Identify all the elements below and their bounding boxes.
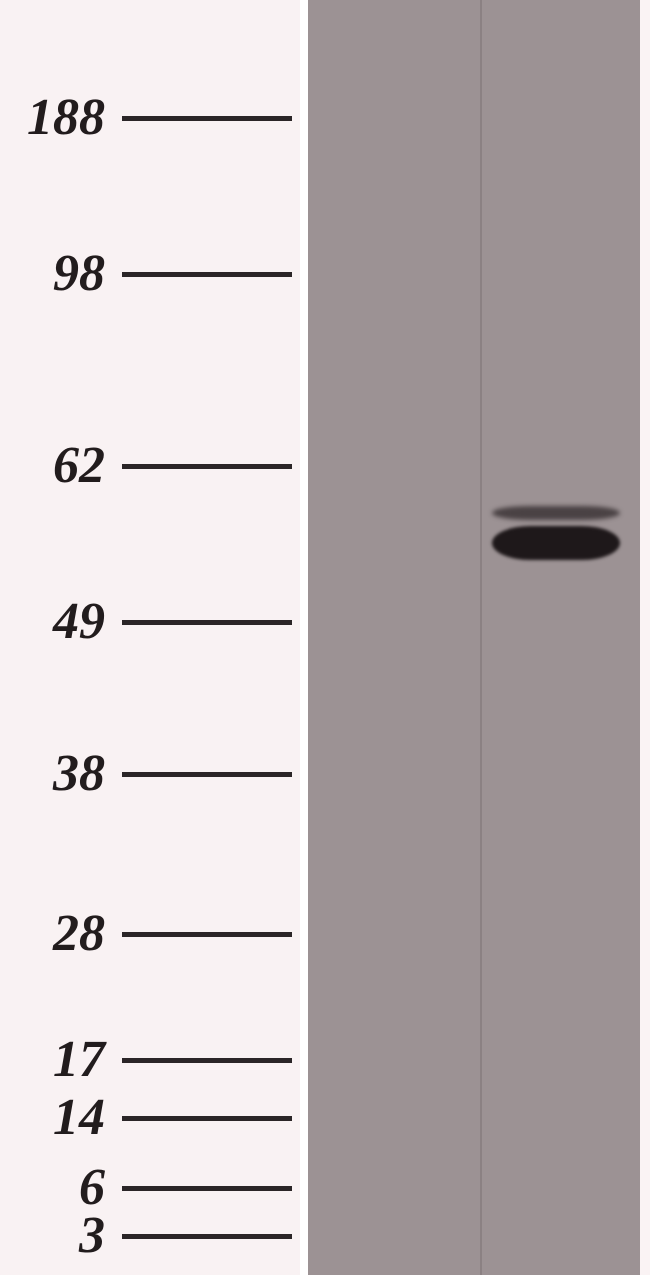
ladder-panel [0,0,300,1275]
marker-label-49: 49 [53,596,105,648]
marker-tick-17 [122,1058,292,1063]
marker-label-62: 62 [53,440,105,492]
protein-band-0 [492,526,620,560]
marker-tick-28 [122,932,292,937]
marker-label-14: 14 [53,1092,105,1144]
marker-tick-98 [122,272,292,277]
marker-label-188: 188 [27,92,105,144]
marker-tick-62 [122,464,292,469]
lane-divider [480,0,482,1275]
marker-label-98: 98 [53,248,105,300]
blot-panel [308,0,650,1275]
marker-label-17: 17 [53,1034,105,1086]
panel-separator [300,0,308,1275]
marker-tick-3 [122,1234,292,1239]
marker-tick-14 [122,1116,292,1121]
marker-label-3: 3 [79,1210,105,1262]
marker-tick-49 [122,620,292,625]
protein-band-1 [492,506,620,520]
marker-tick-188 [122,116,292,121]
marker-label-38: 38 [53,748,105,800]
marker-tick-38 [122,772,292,777]
right-edge [640,0,650,1275]
marker-tick-6 [122,1186,292,1191]
marker-label-28: 28 [53,908,105,960]
